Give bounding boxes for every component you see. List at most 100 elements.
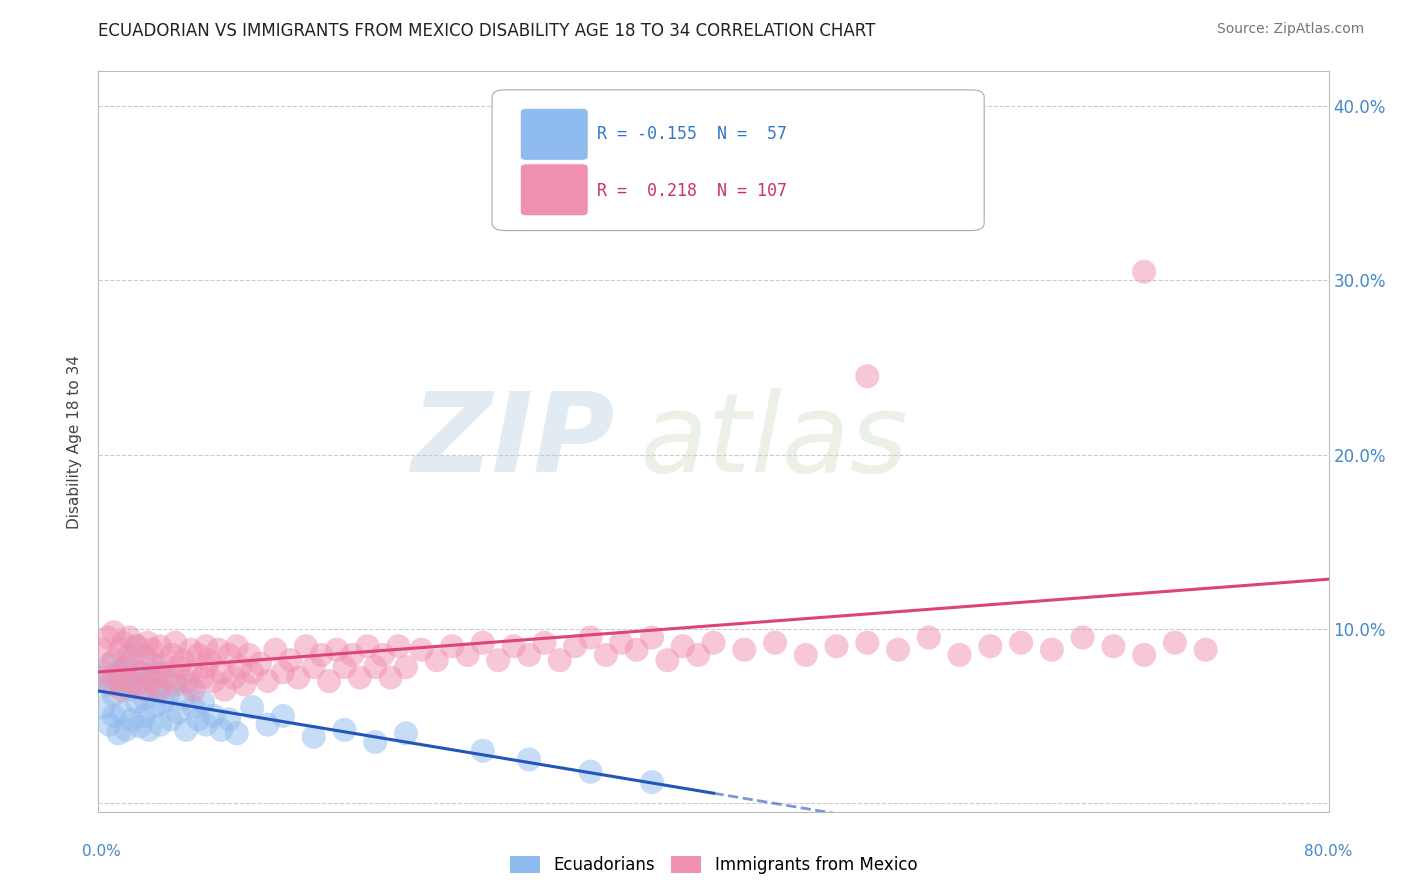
Point	[118, 648, 141, 662]
Point	[149, 665, 172, 680]
Point	[356, 639, 378, 653]
Point	[979, 639, 1001, 653]
Point	[90, 671, 112, 685]
Point	[641, 775, 664, 789]
Point	[222, 671, 245, 685]
Point	[187, 712, 209, 726]
Point	[641, 631, 664, 645]
Point	[134, 709, 156, 723]
Point	[311, 648, 333, 662]
Point	[733, 642, 755, 657]
Point	[218, 648, 240, 662]
Point	[191, 695, 214, 709]
Point	[180, 642, 202, 657]
Point	[471, 744, 494, 758]
FancyBboxPatch shape	[492, 90, 984, 230]
Point	[856, 369, 879, 384]
Point	[103, 709, 125, 723]
Point	[271, 709, 294, 723]
Point	[333, 723, 356, 737]
Point	[125, 639, 148, 653]
Point	[395, 726, 418, 740]
Point	[136, 636, 159, 650]
Point	[114, 660, 136, 674]
Point	[98, 717, 121, 731]
Point	[93, 665, 115, 680]
Text: R =  0.218  N = 107: R = 0.218 N = 107	[596, 182, 787, 201]
Point	[426, 653, 449, 667]
Text: atlas: atlas	[640, 388, 908, 495]
Point	[202, 709, 225, 723]
Point	[159, 712, 181, 726]
Point	[856, 636, 879, 650]
Point	[1071, 631, 1094, 645]
Point	[280, 653, 302, 667]
Point	[91, 700, 114, 714]
Point	[763, 636, 786, 650]
Text: Source: ZipAtlas.com: Source: ZipAtlas.com	[1216, 22, 1364, 37]
Text: 80.0%: 80.0%	[1305, 845, 1353, 859]
Point	[103, 688, 125, 702]
Point	[115, 723, 138, 737]
Point	[295, 639, 318, 653]
Point	[371, 648, 394, 662]
Point	[183, 700, 205, 714]
Point	[471, 636, 494, 650]
Point	[172, 653, 194, 667]
Point	[564, 639, 586, 653]
Point	[794, 648, 817, 662]
Point	[211, 723, 233, 737]
Point	[287, 671, 309, 685]
Point	[134, 682, 156, 697]
Point	[183, 682, 205, 697]
Point	[112, 636, 135, 650]
Point	[131, 665, 153, 680]
Point	[1010, 636, 1032, 650]
Point	[165, 677, 187, 691]
Point	[249, 657, 271, 671]
Point	[1040, 642, 1063, 657]
Point	[456, 648, 478, 662]
Point	[125, 677, 148, 691]
Point	[162, 648, 183, 662]
Point	[121, 712, 143, 726]
Point	[411, 642, 433, 657]
Point	[887, 642, 910, 657]
Point	[103, 653, 125, 667]
Point	[318, 674, 340, 689]
Point	[364, 735, 387, 749]
Point	[142, 700, 165, 714]
Point	[688, 648, 710, 662]
Point	[191, 671, 214, 685]
Point	[195, 660, 218, 674]
Point	[825, 639, 848, 653]
Point	[152, 695, 174, 709]
Point	[172, 691, 194, 706]
Point	[387, 639, 409, 653]
Point	[486, 653, 509, 667]
Point	[108, 642, 131, 657]
Point	[202, 674, 225, 689]
Point	[271, 665, 294, 680]
Point	[657, 653, 679, 667]
FancyBboxPatch shape	[520, 109, 588, 161]
Point	[333, 660, 356, 674]
Point	[134, 648, 156, 662]
Point	[233, 677, 256, 691]
Point	[517, 752, 540, 766]
Point	[1164, 636, 1187, 650]
Point	[100, 677, 122, 691]
Point	[302, 730, 325, 744]
Point	[672, 639, 695, 653]
Point	[152, 657, 174, 671]
Point	[94, 677, 117, 691]
Point	[610, 636, 633, 650]
Point	[1102, 639, 1125, 653]
Legend: Ecuadorians, Immigrants from Mexico: Ecuadorians, Immigrants from Mexico	[503, 849, 924, 881]
Point	[1133, 265, 1156, 279]
Point	[517, 648, 540, 662]
Point	[146, 665, 169, 680]
Point	[195, 639, 218, 653]
Point	[121, 653, 143, 667]
Point	[141, 674, 163, 689]
